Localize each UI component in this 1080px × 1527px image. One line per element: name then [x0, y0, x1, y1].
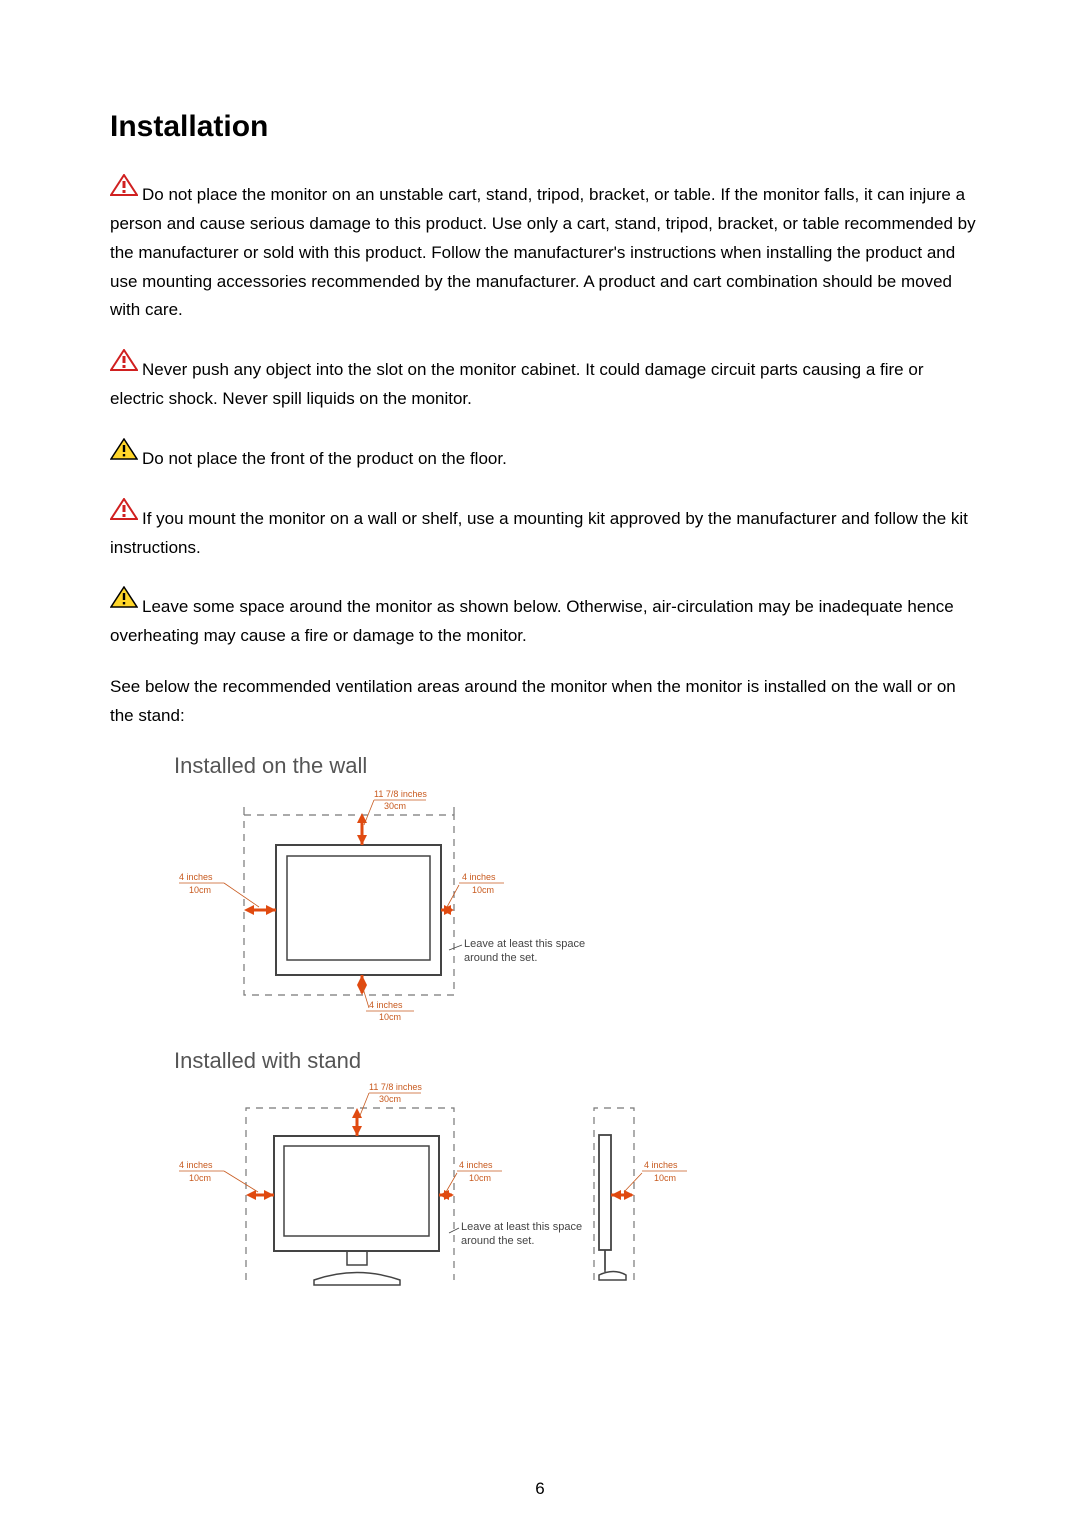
svg-text:30cm: 30cm [384, 801, 406, 811]
warning-3-text: Do not place the front of the product on… [142, 449, 507, 468]
diagram-wall-title: Installed on the wall [174, 753, 980, 779]
svg-text:10cm: 10cm [379, 1012, 401, 1022]
page-title: Installation [110, 110, 980, 144]
svg-text:4 inches: 4 inches [462, 872, 496, 882]
svg-text:10cm: 10cm [189, 885, 211, 895]
diagram-stand-title: Installed with stand [174, 1048, 980, 1074]
warning-5-text: Leave some space around the monitor as s… [110, 597, 954, 645]
svg-text:10cm: 10cm [654, 1173, 676, 1183]
warning-4: If you mount the monitor on a wall or sh… [110, 496, 980, 563]
warning-1-text: Do not place the monitor on an unstable … [110, 185, 976, 320]
page-number: 6 [0, 1479, 1080, 1499]
svg-text:Leave at least this space: Leave at least this space [461, 1221, 582, 1233]
svg-text:around the set.: around the set. [461, 1235, 534, 1247]
svg-text:4 inches: 4 inches [644, 1160, 678, 1170]
diagram-wall: 11 7/8 inches 30cm 4 inches 10cm 4 inche… [174, 785, 694, 1035]
warning-icon [110, 498, 138, 530]
warning-2-text: Never push any object into the slot on t… [110, 360, 923, 408]
svg-text:4 inches: 4 inches [459, 1160, 493, 1170]
warning-3: Do not place the front of the product on… [110, 436, 980, 474]
body-note: See below the recommended ventilation ar… [110, 673, 980, 731]
warning-1: Do not place the monitor on an unstable … [110, 172, 980, 325]
svg-text:11 7/8 inches: 11 7/8 inches [374, 789, 427, 799]
svg-text:10cm: 10cm [472, 885, 494, 895]
warning-icon [110, 174, 138, 206]
svg-text:4 inches: 4 inches [369, 1000, 403, 1010]
warning-2: Never push any object into the slot on t… [110, 347, 980, 414]
warning-4-text: If you mount the monitor on a wall or sh… [110, 509, 968, 557]
svg-text:11 7/8 inches: 11 7/8 inches [369, 1082, 422, 1092]
warning-5: Leave some space around the monitor as s… [110, 584, 980, 651]
svg-text:around the set.: around the set. [464, 952, 537, 964]
warning-icon [110, 349, 138, 381]
svg-text:4 inches: 4 inches [179, 1160, 213, 1170]
caution-icon [110, 438, 138, 470]
svg-text:4 inches: 4 inches [179, 872, 213, 882]
svg-text:10cm: 10cm [469, 1173, 491, 1183]
diagram-stand: 11 7/8 inches 30cm 4 inches 10cm 4 inche… [174, 1080, 734, 1300]
svg-text:10cm: 10cm [189, 1173, 211, 1183]
svg-text:30cm: 30cm [379, 1094, 401, 1104]
caution-icon [110, 586, 138, 618]
svg-text:Leave at least this space: Leave at least this space [464, 938, 585, 950]
